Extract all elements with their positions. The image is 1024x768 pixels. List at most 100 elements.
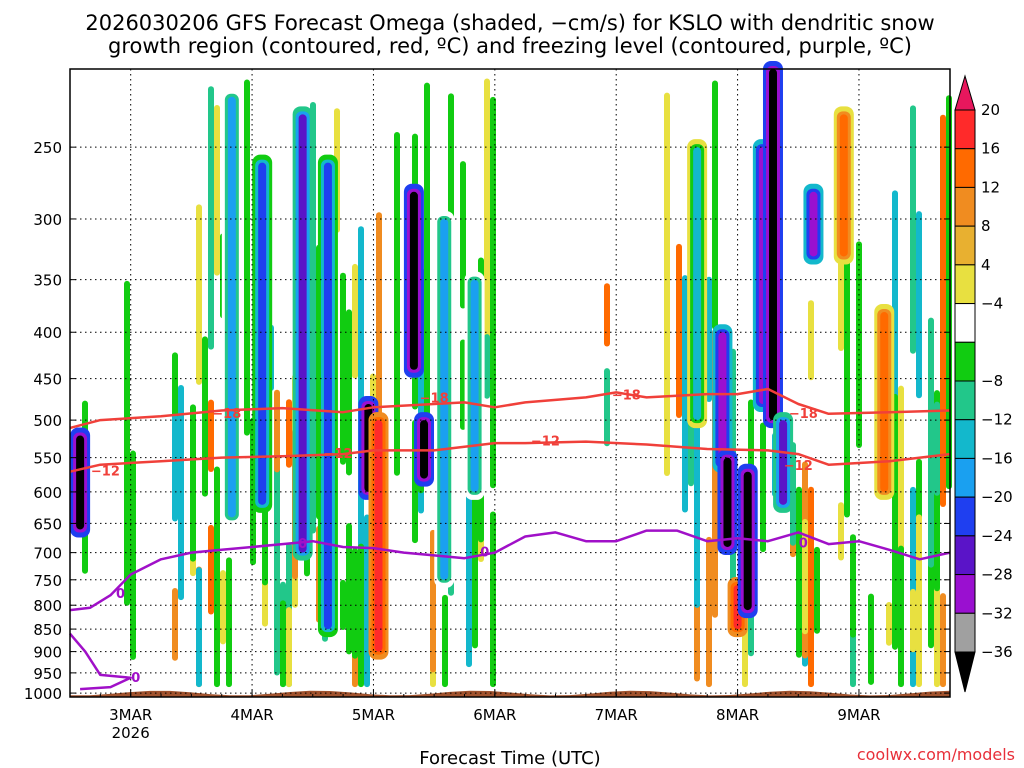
omega-cell: [442, 594, 448, 688]
omega-cell: [214, 105, 220, 276]
colorbar-label: 8: [981, 217, 991, 235]
grid-lines: [70, 69, 950, 697]
omega-cell: [358, 543, 364, 688]
omega-cell: [940, 593, 946, 688]
omega-cell: [190, 404, 196, 562]
omega-cell: [928, 317, 934, 568]
omega-feature-core: [880, 312, 889, 492]
omega-cell: [178, 385, 184, 601]
contour-label: −12: [324, 447, 353, 462]
omega-cell: [760, 422, 766, 553]
y-tick-label: 700: [33, 545, 62, 563]
omega-feature-core: [409, 191, 418, 370]
colorbar-label: −36: [981, 643, 1013, 661]
colorbar-label: −8: [981, 372, 1003, 390]
contour-label: −12: [531, 435, 560, 450]
omega-feature-core: [723, 457, 732, 547]
omega-cell: [394, 132, 400, 371]
colorbar-label: −4: [981, 295, 1003, 313]
y-tick-label: 350: [33, 272, 62, 290]
omega-feature-core: [718, 332, 727, 465]
omega-cell: [814, 546, 820, 607]
colorbar-box: [954, 186, 976, 227]
omega-cell: [196, 567, 202, 688]
omega-cell: [838, 502, 844, 561]
colorbar-label: −12: [981, 411, 1013, 429]
x-tick-label: 7MAR: [595, 706, 638, 724]
y-tick-label: 850: [33, 621, 62, 639]
colorbar-bottom-arrow: [954, 651, 976, 693]
y-tick-label: 400: [33, 324, 62, 342]
omega-cell: [352, 263, 358, 379]
colorbar-box: [954, 264, 976, 305]
omega-feature-core: [374, 420, 383, 652]
omega-cell: [682, 275, 688, 513]
omega-cell: [340, 272, 346, 465]
colorbar-box: [954, 225, 976, 266]
x-tick-label: 5MAR: [352, 706, 395, 724]
omega-cell: [910, 105, 916, 354]
contour-lines: [69, 387, 951, 691]
omega-cell: [208, 399, 214, 473]
omega-cell: [208, 524, 214, 615]
omega-cell: [664, 92, 670, 476]
omega-cell: [946, 95, 952, 490]
y-tick-label: 450: [33, 371, 62, 389]
omega-cell: [844, 259, 850, 518]
omega-cell: [244, 79, 250, 436]
chart-title-line-1: 2026030206 GFS Forecast Omega (shaded, −…: [85, 11, 934, 35]
omega-cell: [196, 204, 202, 385]
contour-line: [69, 632, 132, 691]
omega-cell: [604, 368, 610, 447]
contour-label: 0: [131, 671, 140, 686]
omega-cell: [352, 547, 358, 659]
omega-cell: [688, 415, 694, 487]
colorbar-box: [954, 612, 976, 653]
omega-cell: [850, 534, 856, 638]
omega-cell: [208, 86, 214, 350]
omega-cell: [706, 276, 712, 403]
credit-link[interactable]: coolwx.com/models: [857, 745, 1015, 764]
omega-cell: [808, 486, 814, 688]
omega-cell: [274, 389, 280, 473]
omega-feature-core: [258, 162, 267, 505]
plot-frame: [69, 68, 951, 698]
contour-line: [69, 529, 951, 612]
contour-label: −12: [91, 465, 120, 480]
omega-cell: [130, 450, 136, 638]
chart-title-line-2: growth region (contoured, red, ºC) and f…: [108, 34, 912, 58]
y-tick-label: 800: [33, 597, 62, 615]
contour-line: [69, 387, 951, 430]
x-tick-sublabel: 2026: [112, 724, 150, 742]
omega-cell: [172, 414, 178, 522]
colorbar-label: 16: [981, 140, 1000, 158]
y-tick-label: 300: [33, 211, 62, 229]
colorbar-label: 20: [981, 101, 1000, 119]
omega-cell: [898, 545, 904, 688]
omega-cell: [886, 601, 892, 646]
omega-cell: [286, 607, 292, 688]
contour-label: 0: [799, 537, 808, 552]
omega-feature-core: [323, 162, 332, 630]
omega-cell: [214, 544, 220, 688]
omega-feature-core: [470, 279, 479, 492]
y-tick-label: 950: [33, 665, 62, 683]
contour-label: −12: [784, 459, 813, 474]
x-tick-label: 8MAR: [716, 706, 759, 724]
y-tick-label: 1000: [24, 685, 62, 703]
omega-cell: [286, 399, 292, 468]
omega-cell: [202, 336, 208, 497]
y-tick-label: 550: [33, 450, 62, 468]
colorbar-box: [954, 419, 976, 459]
ground-surface: [70, 690, 950, 697]
omega-cell: [706, 536, 712, 688]
omega-feature-core: [440, 218, 449, 580]
y-tick-label: 600: [33, 484, 62, 502]
y-tick-label: 250: [33, 139, 62, 157]
omega-cell: [280, 600, 286, 688]
omega-cell: [868, 593, 874, 685]
omega-cell: [934, 401, 940, 496]
omega-cell: [346, 309, 352, 476]
